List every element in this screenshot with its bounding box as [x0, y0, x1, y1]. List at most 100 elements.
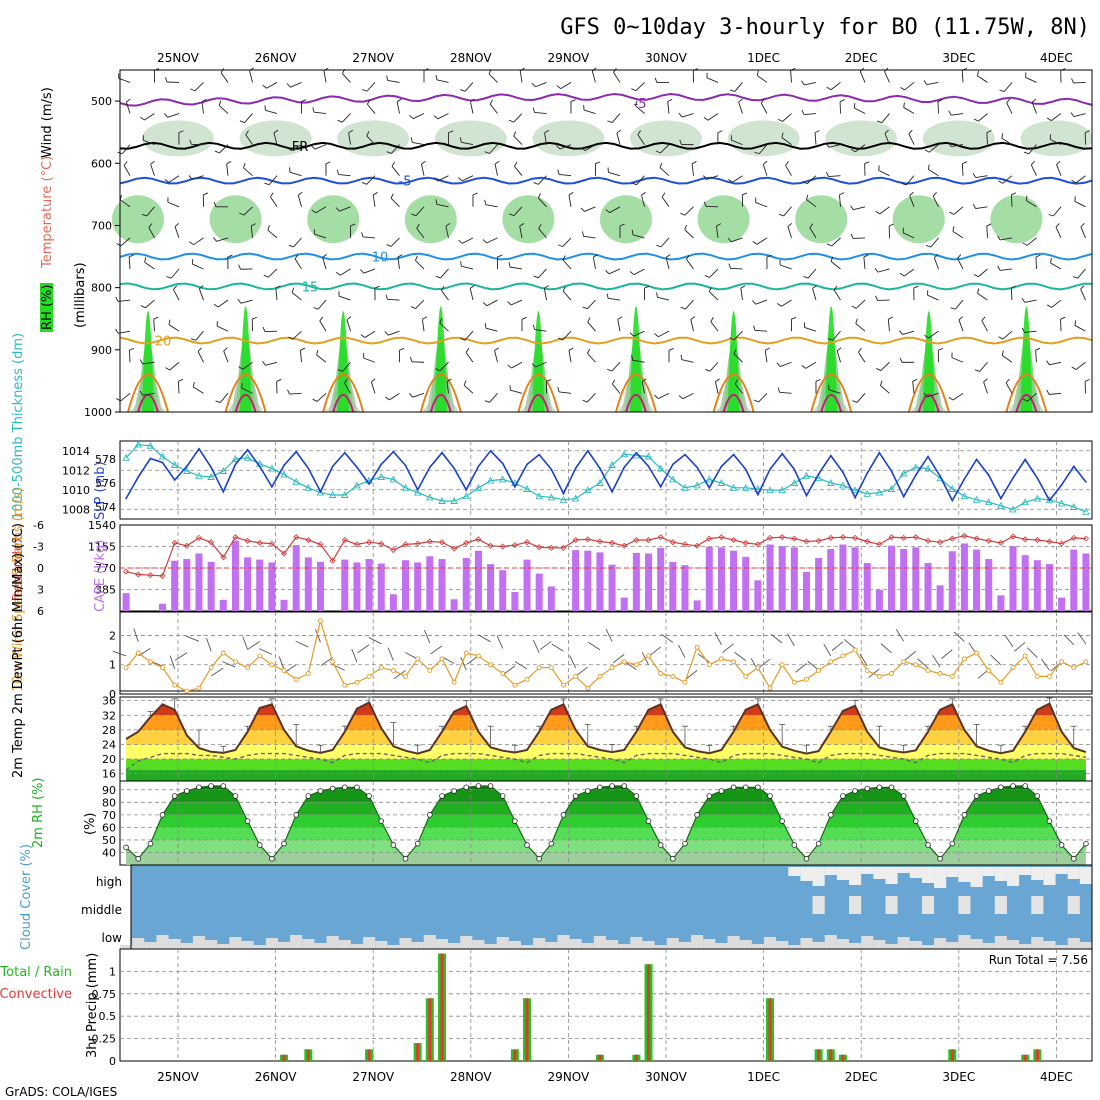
slp-point: [198, 448, 200, 450]
low-cloud-block: [132, 938, 145, 949]
rh-point: [840, 793, 846, 799]
wind-barb-flag: [641, 191, 646, 196]
thickness-point: [401, 483, 410, 491]
lifted-index-point: [1034, 536, 1041, 544]
wind-barb: [1075, 175, 1086, 184]
contour-label: 15: [302, 280, 319, 295]
wind-barb-flag: [703, 201, 707, 207]
mid-cloud-block: [1031, 896, 1044, 914]
cape-bar: [973, 549, 981, 611]
wind-barb-flag: [460, 89, 466, 92]
temp-shading: [126, 702, 1086, 781]
wind-barb: [733, 353, 743, 363]
wind-barb: [665, 257, 670, 270]
slp-point: [769, 468, 771, 471]
surface-barb: [770, 634, 783, 644]
wind-barb: [441, 290, 449, 301]
wind-barb: [170, 268, 180, 279]
thickness-tick: 576: [95, 477, 116, 490]
wind-barb: [613, 72, 621, 83]
wind-barb: [1006, 102, 1013, 114]
wind-barb: [119, 199, 131, 208]
wind-barb-flag: [371, 378, 376, 383]
surface-barb: [295, 640, 309, 648]
wind-speed-point: [852, 647, 858, 653]
temp-series: [125, 696, 1087, 771]
wind-barb: [586, 393, 596, 403]
wind-speed-point: [354, 679, 360, 685]
thickness-point: [280, 470, 288, 478]
surface-barb: [320, 657, 333, 666]
wind-barb-flag: [557, 244, 563, 248]
cape-bar: [742, 556, 750, 611]
wind-barb-flag: [582, 399, 588, 403]
wind-barb-flag: [715, 378, 720, 382]
wind-barb-flag: [778, 213, 784, 217]
wind-barb-flag: [409, 393, 413, 398]
wind-barb-flag: [433, 177, 439, 182]
wind-barb: [267, 229, 278, 239]
thickness-point: [219, 467, 228, 474]
wind-barb: [951, 144, 964, 148]
slp-point: [550, 468, 553, 471]
wind-barb-flag: [997, 265, 1001, 271]
high-cloud-block: [1079, 867, 1092, 884]
cape-bar: [122, 593, 130, 611]
lifted-index-point: [268, 540, 275, 547]
wind-barb-flag: [218, 100, 222, 106]
cape-bar: [547, 586, 555, 611]
low-cloud-block: [849, 943, 862, 949]
surface-barb: [697, 653, 710, 663]
wind-barb: [779, 391, 792, 394]
wind-barb-flag: [637, 130, 642, 135]
wind-barb: [489, 103, 498, 114]
wind-barb-flag: [484, 199, 487, 205]
temp-tick: 32: [102, 709, 116, 722]
wind-barb: [734, 82, 743, 92]
cape-bar: [936, 585, 944, 611]
cape-tick: 770: [95, 562, 116, 575]
lifted-index-point: [681, 541, 689, 548]
lifted-index-point: [378, 540, 385, 547]
thickness-tick: 578: [95, 453, 116, 466]
high-cloud-block: [1031, 867, 1044, 880]
lifted-index-point: [657, 534, 664, 541]
wind-barb-flag: [568, 347, 574, 351]
wind-barb-flag: [933, 254, 939, 259]
low-cloud-block: [533, 938, 546, 949]
wind-barb: [833, 289, 841, 301]
low-cloud-block: [290, 935, 303, 949]
wind-speed-point: [585, 685, 591, 691]
wind-barb-flag: [899, 357, 903, 363]
cape-bar: [645, 553, 653, 611]
wind-barb: [322, 257, 327, 270]
wind-barb-flag: [568, 192, 574, 196]
slp-tick: 1012: [62, 464, 90, 477]
lifted-index-point: [123, 568, 130, 575]
wind-barb: [436, 79, 449, 83]
wind-barb: [319, 320, 327, 332]
wind-barb-flag: [830, 256, 834, 262]
slp-point: [732, 453, 735, 456]
precip-grid: [120, 949, 1092, 1061]
wind-barb-flag: [1030, 160, 1036, 166]
low-cloud-block: [302, 939, 315, 949]
thickness-point: [644, 452, 653, 460]
lifted-index-point: [1058, 540, 1065, 547]
thickness-point: [766, 486, 774, 494]
lifted-index-point: [280, 550, 288, 557]
wind-barb: [148, 227, 155, 239]
wind-barb-flag: [957, 254, 962, 259]
lifted-index-point: [487, 542, 494, 549]
rh-shade-plume: [825, 306, 838, 412]
wind-barb-flag: [785, 161, 789, 166]
wind-speed-point: [828, 659, 834, 665]
wind-barb-flag: [213, 237, 217, 242]
low-cloud-block: [448, 943, 461, 949]
wind-barb: [534, 329, 547, 332]
wind-barb-flag: [874, 267, 879, 273]
wind-barb: [535, 361, 547, 368]
wind-barb: [363, 236, 376, 239]
